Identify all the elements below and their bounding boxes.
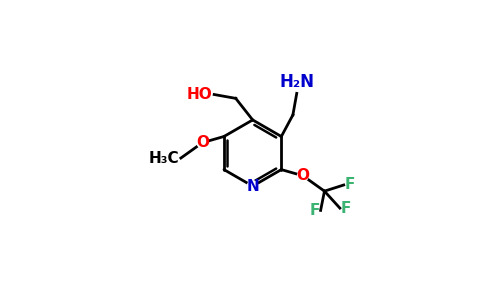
Text: O: O [296,168,309,183]
Text: F: F [309,203,320,218]
Text: H₃C: H₃C [149,151,180,166]
Circle shape [247,181,258,191]
Circle shape [197,137,208,148]
Text: H₂N: H₂N [279,73,314,91]
Text: F: F [341,201,351,216]
Text: F: F [345,178,355,193]
Text: N: N [246,178,259,194]
Circle shape [298,170,308,181]
Text: HO: HO [187,87,212,102]
Text: O: O [196,135,209,150]
